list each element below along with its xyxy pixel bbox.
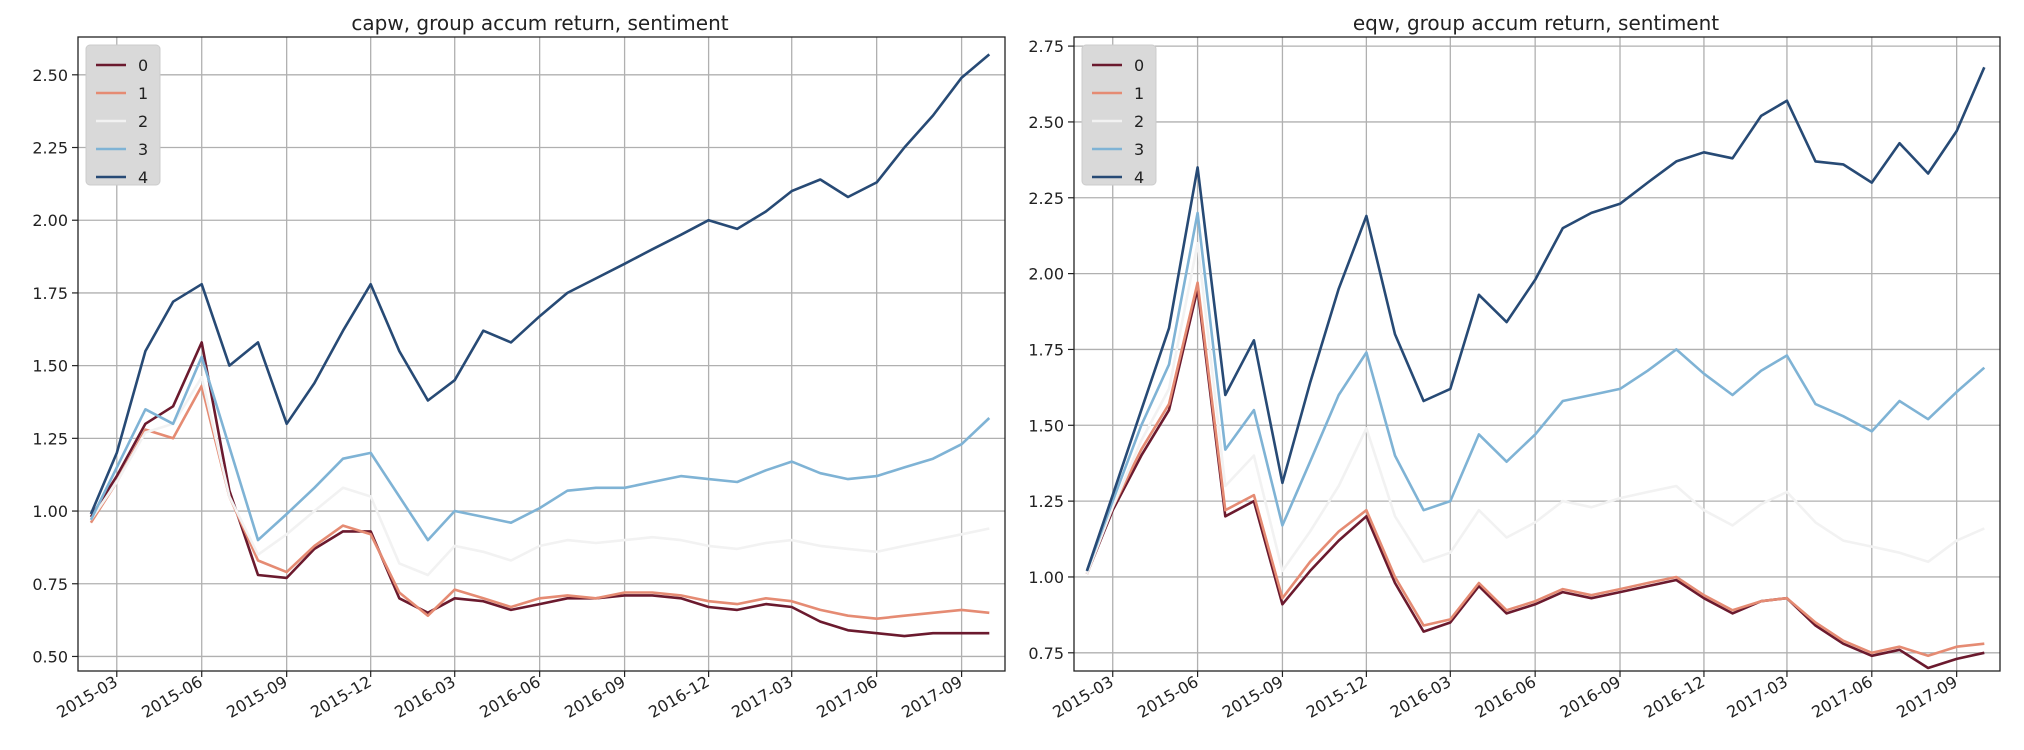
x-tick-label: 2016-09 <box>561 672 628 722</box>
x-tick-label: 2015-03 <box>53 672 120 722</box>
y-tick-label: 0.75 <box>32 575 68 594</box>
x-tick-label: 2015-09 <box>223 672 290 722</box>
x-tick-label: 2016-03 <box>1387 672 1454 722</box>
series-line-2 <box>1085 242 1985 575</box>
y-tick-label: 1.75 <box>32 284 68 303</box>
x-tick-label: 2016-06 <box>1472 672 1539 722</box>
chart-panel-capw: capw, group accum return, sentiment 0.50… <box>32 11 1006 722</box>
y-tick-label: 2.00 <box>1028 265 1064 284</box>
axes-frame <box>1073 36 2001 672</box>
y-tick-label: 1.25 <box>32 429 68 448</box>
series-line-3 <box>1085 211 1986 572</box>
legend-label: 3 <box>1134 140 1144 159</box>
y-tick-label: 0.50 <box>32 647 68 666</box>
y-tick-label: 2.50 <box>32 66 68 85</box>
y-tick-label: 0.75 <box>1028 644 1064 663</box>
legend-label: 4 <box>1134 168 1144 187</box>
x-tick-label: 2016-12 <box>645 672 712 722</box>
x-tick-label: 2015-12 <box>307 672 374 722</box>
y-tick-label: 1.75 <box>1028 340 1064 359</box>
x-tick-label: 2017-03 <box>1724 672 1791 722</box>
y-tick-label: 2.50 <box>1028 113 1064 132</box>
y-tick-label: 1.50 <box>1028 416 1064 435</box>
series-line-2 <box>89 375 990 577</box>
axes-frame <box>77 36 1006 672</box>
chart-title: capw, group accum return, sentiment <box>351 11 728 35</box>
plot-area <box>1074 37 2000 671</box>
x-tick-label: 2017-09 <box>1893 672 1960 722</box>
x-tick-label: 2017-03 <box>728 672 795 722</box>
y-tick-label: 2.75 <box>1028 37 1064 56</box>
chart-title: eqw, group accum return, sentiment <box>1353 11 1719 35</box>
series-line-3 <box>89 355 991 542</box>
series-line-4 <box>89 53 991 515</box>
legend-label: 4 <box>138 168 148 187</box>
y-tick-label: 2.25 <box>32 139 68 158</box>
legend-label: 1 <box>1134 84 1144 103</box>
legend-label: 2 <box>138 112 148 131</box>
x-tick-label: 2016-09 <box>1557 672 1624 722</box>
chart-panel-eqw: eqw, group accum return, sentiment 0.75 1… <box>1028 11 2001 722</box>
legend-label: 0 <box>138 56 148 75</box>
plot-area <box>78 37 1005 671</box>
x-tick-label: 2016-12 <box>1641 672 1708 722</box>
x-tick-label: 2015-03 <box>1049 672 1116 722</box>
y-tick-label: 1.00 <box>1028 568 1064 587</box>
x-tick-label: 2015-06 <box>1134 672 1201 722</box>
legend-label: 1 <box>138 84 148 103</box>
legend-label: 3 <box>138 140 148 159</box>
x-tick-label: 2015-06 <box>138 672 205 722</box>
y-tick-label: 1.00 <box>32 502 68 521</box>
series-line-1 <box>1085 281 1985 658</box>
x-tick-label: 2015-12 <box>1303 672 1370 722</box>
x-tick-label: 2017-09 <box>898 672 965 722</box>
y-tick-label: 2.25 <box>1028 189 1064 208</box>
y-tick-label: 1.50 <box>32 357 68 376</box>
x-tick-label: 2017-06 <box>1808 672 1875 722</box>
legend-label: 0 <box>1134 56 1144 75</box>
x-tick-label: 2017-06 <box>813 672 880 722</box>
legend-label: 2 <box>1134 112 1144 131</box>
x-tick-label: 2015-09 <box>1219 672 1286 722</box>
y-tick-label: 2.00 <box>32 211 68 230</box>
x-tick-label: 2016-03 <box>391 672 458 722</box>
series-line-0 <box>1085 287 1985 670</box>
y-tick-label: 1.25 <box>1028 492 1064 511</box>
series-line-4 <box>1085 66 1986 572</box>
x-tick-label: 2016-06 <box>476 672 543 722</box>
